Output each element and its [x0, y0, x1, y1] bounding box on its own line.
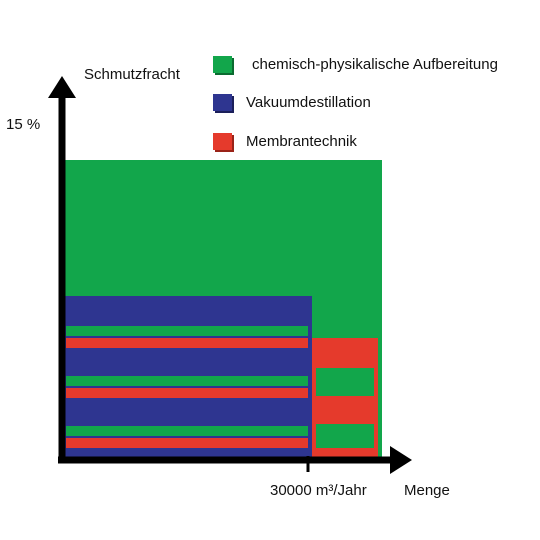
- legend-label-blue: Vakuumdestillation: [246, 94, 371, 111]
- legend-label-red: Membrantechnik: [246, 133, 357, 150]
- legend-swatch-green: [213, 56, 232, 73]
- region-red-green-stripe-1: [316, 368, 374, 396]
- stripe-red-3: [66, 438, 308, 448]
- y-axis-tick-label: 15 %: [6, 116, 41, 133]
- region-red-green-stripe-2: [316, 424, 374, 448]
- stripe-red-2: [66, 388, 308, 398]
- legend-label-green: chemisch-physikalische Aufbereitung: [252, 56, 498, 73]
- stripe-green-3: [66, 426, 308, 436]
- stripe-red-1: [66, 338, 308, 348]
- legend-swatch-red: [213, 133, 232, 150]
- x-axis-arrowhead: [390, 446, 412, 474]
- stripe-green-2: [66, 376, 308, 386]
- stripe-green-1: [66, 326, 308, 336]
- x-axis-label: Menge: [404, 482, 450, 499]
- y-axis-label: Schmutzfracht: [84, 66, 180, 83]
- y-axis-arrowhead: [48, 76, 76, 98]
- x-axis-tick-label: 30000 m³/Jahr: [270, 482, 367, 499]
- legend-swatch-blue: [213, 94, 232, 111]
